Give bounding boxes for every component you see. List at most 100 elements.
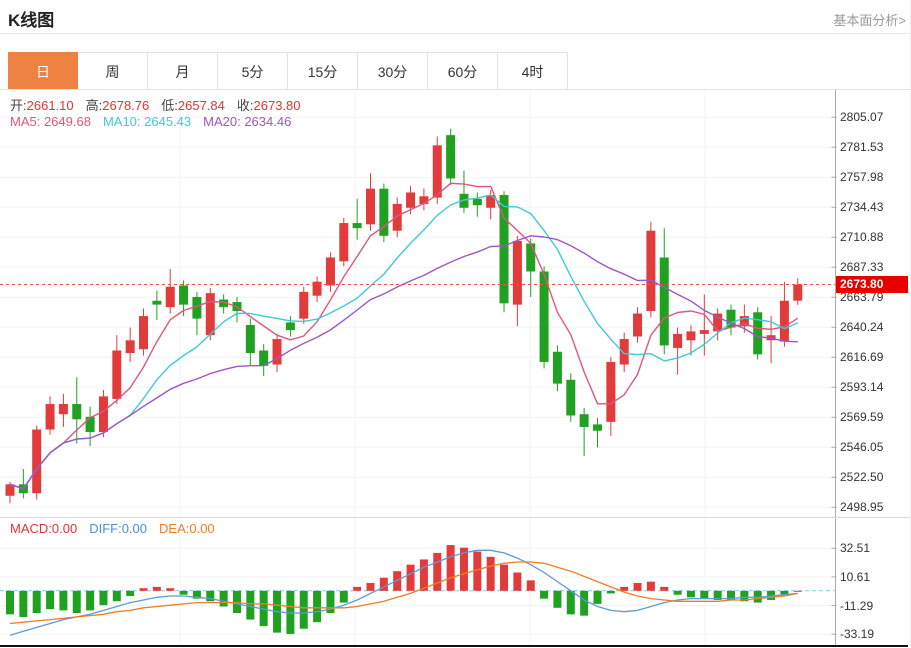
macd-bar (620, 586, 629, 591)
macd-bar (660, 586, 669, 591)
macd-bar (379, 577, 388, 591)
candle-body (152, 300, 162, 305)
macd-readout-item: DIFF:0.00 (89, 521, 148, 536)
macd-bar (326, 590, 335, 614)
ohlc-readout-item: 高:2678.76 (85, 98, 150, 113)
y-axis-label: 2663.79 (840, 290, 884, 305)
candle-body (352, 223, 362, 229)
candle-body (85, 416, 95, 433)
macd-bar (86, 590, 95, 611)
macd-bar (192, 590, 201, 599)
candle-body (72, 404, 82, 420)
ohlc-readout: 开:2661.10 高:2678.76 低:2657.84 收:2673.80 (10, 95, 313, 114)
ma10-line (9, 194, 799, 490)
y-axis-label: 10.61 (840, 569, 871, 584)
ma-readout-item: MA10: 2645.43 (102, 114, 192, 129)
macd-bar (6, 590, 14, 615)
macd-bar (166, 588, 175, 591)
candle-body (592, 424, 602, 431)
macd-bar (700, 590, 709, 599)
candle-body (379, 188, 389, 236)
candle-body (245, 325, 255, 354)
macd-bar (179, 590, 188, 595)
candle-body (566, 379, 576, 416)
candle-body (192, 296, 202, 319)
candle-body (512, 240, 522, 305)
candle-body (499, 195, 509, 304)
candle-body (633, 313, 643, 337)
y-axis-label: 2498.95 (840, 500, 884, 515)
dea-line (9, 561, 798, 625)
candle-body (606, 361, 616, 422)
candle-body (112, 350, 122, 399)
fundamental-analysis-link[interactable]: 基本面分析> (833, 13, 906, 28)
y-axis-label: 2757.98 (840, 170, 884, 185)
candle-body (432, 145, 442, 198)
macd-bar (72, 590, 81, 614)
candle-body (139, 316, 149, 350)
candle-body (125, 340, 135, 354)
candle-body (5, 484, 15, 496)
macd-bar (46, 590, 55, 610)
tab-period-3[interactable]: 5分 (218, 52, 288, 90)
macd-bar (646, 581, 655, 591)
macd-bar (112, 590, 121, 602)
candle-body (259, 350, 269, 366)
candle-body (205, 293, 215, 336)
y-axis-label: 2710.88 (840, 230, 884, 245)
candle-body (98, 396, 108, 433)
page-title: K线图 (8, 11, 55, 30)
y-axis-label: 2569.59 (840, 410, 884, 425)
tab-period-5[interactable]: 30分 (358, 52, 428, 90)
macd-bar (740, 590, 749, 602)
macd-bar (406, 564, 415, 591)
macd-bar (793, 590, 802, 592)
ohlc-readout-item: 低:2657.84 (161, 98, 225, 113)
tab-period-0[interactable]: 日 (8, 52, 78, 90)
macd-bar (459, 547, 468, 591)
candle-body (339, 223, 349, 262)
y-axis-label: 2687.33 (840, 260, 884, 275)
candle-body (793, 284, 803, 301)
macd-bar (553, 590, 562, 608)
macd-bar (219, 590, 228, 607)
macd-readout-item: DEA:0.00 (159, 521, 215, 536)
macd-bar (232, 590, 241, 614)
macd-bar (513, 572, 522, 591)
candle-body (713, 313, 723, 332)
candle-body (299, 291, 309, 319)
macd-bar (473, 551, 482, 591)
macd-bar (339, 590, 348, 603)
candle-body (579, 414, 589, 427)
y-axis-label: 2734.43 (840, 200, 884, 215)
period-tabbar: 日周月 5分 15分 30分 60分 4时 (8, 52, 568, 90)
candle-body (32, 429, 42, 494)
macd-bar (593, 590, 602, 604)
macd-bar (59, 590, 68, 611)
candle-body (686, 331, 696, 341)
candle-body (739, 316, 749, 327)
candle-body (526, 243, 536, 272)
macd-bar (206, 590, 215, 602)
candle-body (472, 198, 482, 206)
candle-body (619, 339, 629, 365)
tab-period-6[interactable]: 60分 (428, 52, 498, 90)
y-axis-label: 2640.24 (840, 320, 884, 335)
macd-readout: MACD:0.00 DIFF:0.00 DEA:0.00 (10, 521, 227, 536)
macd-bar (446, 545, 455, 591)
candle-body (58, 404, 68, 415)
candle-body (419, 196, 429, 204)
macd-bar (419, 559, 428, 591)
tab-period-2[interactable]: 月 (148, 52, 218, 90)
macd-bar (353, 586, 362, 591)
candle-body (325, 257, 335, 286)
candle-body (312, 281, 322, 296)
current-price-tag: 2673.80 (836, 275, 908, 293)
y-axis-label: 2593.14 (840, 380, 884, 395)
candle-body (486, 195, 496, 208)
candle-body (753, 312, 763, 355)
macd-bar (139, 588, 148, 591)
candle-body (406, 192, 416, 208)
